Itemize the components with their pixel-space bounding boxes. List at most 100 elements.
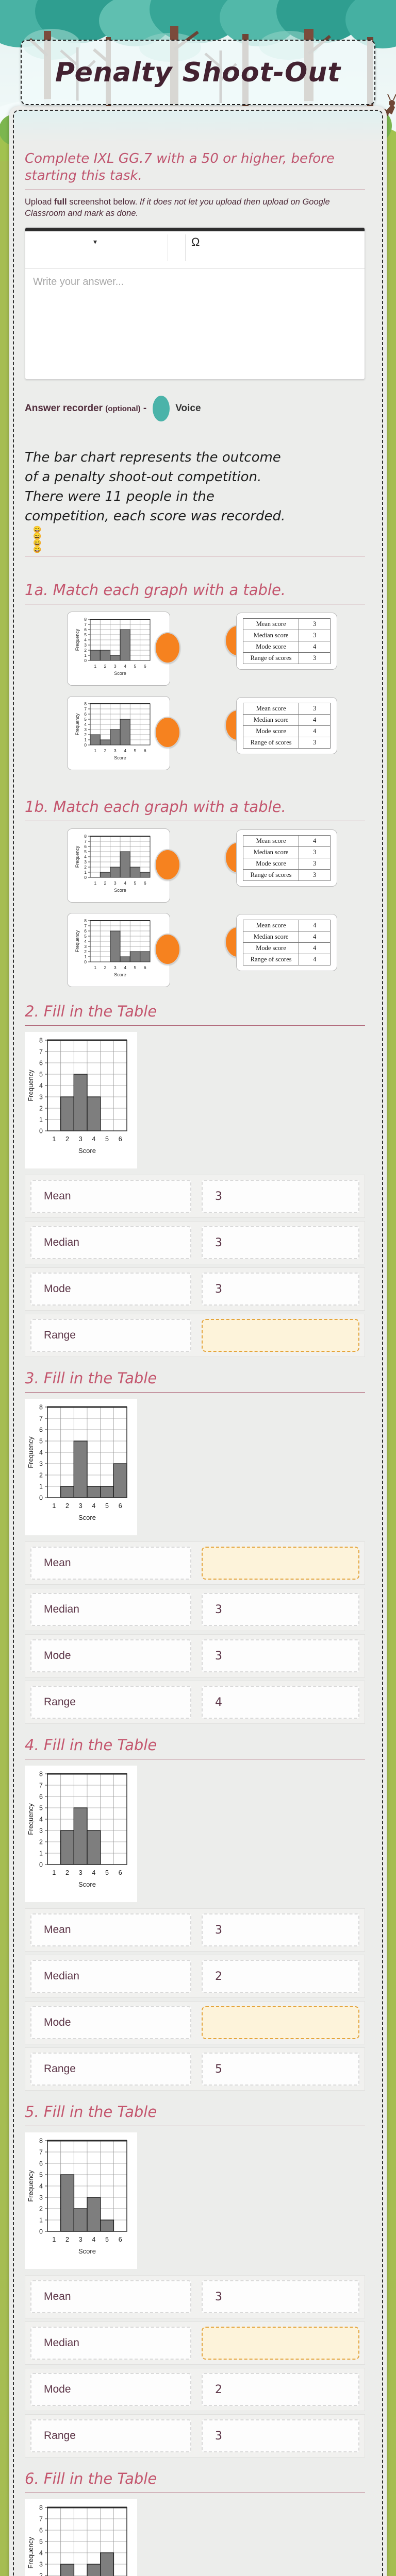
answer-input[interactable]: 3	[202, 1226, 359, 1259]
stat-value: 4	[299, 920, 331, 931]
answer-input[interactable]: 3	[202, 1593, 359, 1626]
answer-editor: ▾ Ω Write your answer...	[25, 227, 365, 380]
svg-text:4: 4	[39, 1082, 43, 1090]
stat-entry-row: Mode 3	[25, 1267, 365, 1311]
stat-label: Mean	[44, 2291, 71, 2302]
stat-entry-row: Median 3	[25, 1588, 365, 1631]
svg-text:5: 5	[39, 2538, 43, 2546]
answer-input-empty[interactable]	[202, 1319, 359, 1352]
svg-text:6: 6	[84, 711, 87, 717]
voice-record-button[interactable]	[153, 396, 170, 421]
recorder-optional-text: (optional)	[105, 404, 141, 413]
answer-input[interactable]: 5	[202, 2053, 359, 2086]
svg-text:0: 0	[84, 875, 87, 880]
answer-input-empty[interactable]	[202, 2327, 359, 2360]
svg-text:2: 2	[65, 1136, 69, 1143]
svg-text:2: 2	[39, 1105, 43, 1112]
answer-input[interactable]: 4	[202, 1686, 359, 1719]
answer-input[interactable]: 3	[202, 2419, 359, 2452]
svg-text:3: 3	[39, 1461, 43, 1468]
svg-text:5: 5	[105, 1502, 109, 1510]
answer-input-empty[interactable]	[202, 2006, 359, 2039]
svg-text:4: 4	[84, 939, 87, 944]
graph-connector-dot[interactable]	[155, 934, 180, 965]
task-description: The bar chart represents the outcome of a…	[25, 448, 344, 526]
stat-label-cell: Mean	[30, 1913, 191, 1946]
svg-text:0: 0	[39, 1495, 43, 1502]
stat-label: Mean	[44, 1190, 71, 1202]
svg-text:Score: Score	[114, 755, 126, 760]
stat-value: 4	[299, 954, 331, 965]
paper-top-fade	[14, 111, 382, 143]
answer-input[interactable]: 2	[202, 1960, 359, 1993]
answer-input[interactable]: 3	[202, 1913, 359, 1946]
answer-input[interactable]: 3	[202, 1639, 359, 1672]
svg-text:Score: Score	[114, 888, 126, 893]
svg-text:7: 7	[84, 923, 87, 928]
paragraph-style-dropdown-icon[interactable]: ▾	[93, 238, 97, 246]
stat-label-cell: Range	[30, 1319, 191, 1352]
svg-text:3: 3	[79, 1869, 82, 1876]
stat-label: Range of scores	[242, 869, 300, 881]
graph-connector-dot[interactable]	[155, 717, 180, 748]
answer-input[interactable]: 3	[202, 1180, 359, 1213]
answer-value: 3	[215, 1236, 222, 1249]
match-row: 0 1 2 3 4 5 6 7 8 1 2 3 4 5 6 Score Frequency Mean score 4…	[25, 828, 365, 906]
svg-text:Frequency: Frequency	[27, 2170, 35, 2202]
stat-label: Mode	[44, 1283, 71, 1295]
stat-label: Mode	[44, 2383, 71, 2395]
answer-text-input[interactable]: Write your answer...	[25, 269, 365, 379]
svg-text:5: 5	[134, 664, 137, 669]
answer-value: 3	[215, 1603, 222, 1616]
stats-table-row: Mode score 4	[242, 942, 331, 954]
graph-connector-dot[interactable]	[155, 632, 180, 664]
svg-text:7: 7	[39, 1782, 43, 1789]
upload-text: screenshot below.	[67, 197, 140, 207]
svg-text:8: 8	[39, 2138, 43, 2145]
svg-text:1: 1	[39, 1850, 43, 1857]
svg-text:1: 1	[94, 748, 96, 753]
svg-text:3: 3	[114, 880, 117, 886]
svg-text:4: 4	[124, 664, 126, 669]
svg-text:0: 0	[39, 1128, 43, 1135]
match-answer-card: Mean score 3 Median score 3 Mode score 4 Range…	[236, 613, 337, 670]
answer-input[interactable]: 2	[202, 2373, 359, 2406]
match-answer-card: Mean score 4 Median score 4 Mode score 4 Range…	[236, 914, 337, 971]
answer-input[interactable]: 3	[202, 1273, 359, 1306]
match-row: 0 1 2 3 4 5 6 7 8 1 2 3 4 5 6 Score Frequency Mean score 4…	[25, 913, 365, 990]
stat-label: Mean	[44, 1557, 71, 1569]
svg-text:5: 5	[105, 1136, 109, 1143]
match-answer-card: Mean score 3 Median score 4 Mode score 4 Range…	[236, 697, 337, 754]
svg-text:8: 8	[84, 918, 87, 923]
svg-text:6: 6	[84, 928, 87, 934]
stat-entry-row: Range 5	[25, 2047, 365, 2091]
svg-text:6: 6	[84, 844, 87, 849]
input-placeholder: Write your answer...	[33, 276, 124, 287]
svg-text:4: 4	[92, 1502, 95, 1510]
section-heading: 6. Fill in the Table	[25, 2470, 157, 2487]
stat-label-cell: Mode	[30, 1273, 191, 1306]
special-character-icon[interactable]: Ω	[191, 235, 200, 248]
match-section: 1b. Match each graph with a table. 0 1 2 3 4 5…	[25, 798, 365, 990]
svg-text:6: 6	[144, 664, 146, 669]
stat-label-cell: Mean	[30, 1180, 191, 1213]
graph-connector-dot[interactable]	[155, 849, 180, 880]
stat-entry-row: Range	[25, 1314, 365, 1357]
svg-text:5: 5	[39, 1805, 43, 1812]
stat-label: Range	[44, 2430, 76, 2442]
svg-text:4: 4	[92, 2236, 95, 2243]
stat-entry-row: Mode 3	[25, 1634, 365, 1677]
svg-text:5: 5	[39, 1071, 43, 1078]
answer-input[interactable]: 3	[202, 2280, 359, 2313]
svg-text:7: 7	[84, 839, 87, 844]
stat-value: 3	[299, 869, 331, 881]
svg-text:4: 4	[124, 748, 126, 753]
upload-text: Upload	[25, 197, 54, 207]
fill-section: 2. Fill in the Table 0 1 2 3 4 5 6 7 8 1 2 3 4 5 6 Score…	[25, 1003, 365, 1357]
svg-text:5: 5	[105, 2236, 109, 2243]
stat-value: 4	[299, 942, 331, 954]
svg-text:4: 4	[39, 1449, 43, 1456]
answer-input-empty[interactable]	[202, 1547, 359, 1580]
svg-text:Score: Score	[78, 1880, 96, 1888]
section-heading: 5. Fill in the Table	[25, 2103, 157, 2121]
